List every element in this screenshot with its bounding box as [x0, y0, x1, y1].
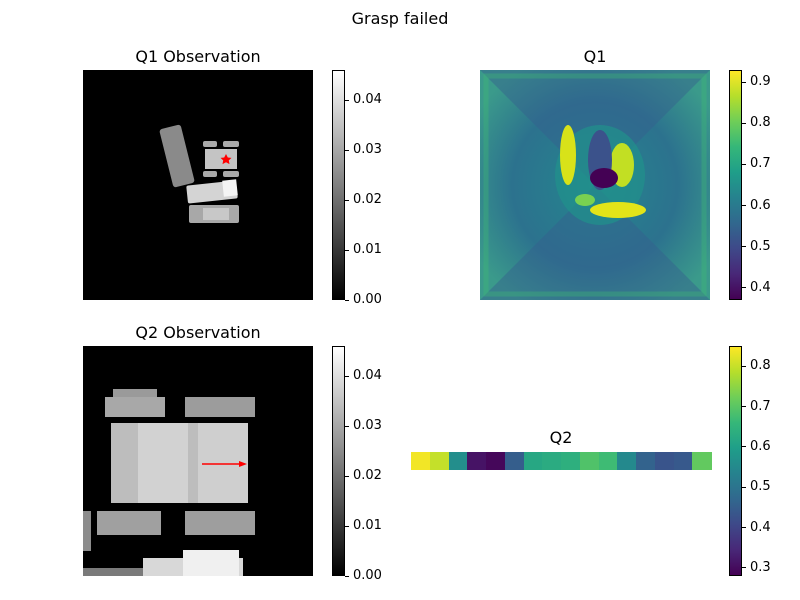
- grasp-arrow-head: [239, 461, 247, 467]
- q1-map-colorbar-tick-mark: [742, 81, 746, 83]
- q2-observation-colorbar-tick-label: 0.03: [353, 418, 382, 433]
- q1-observation-colorbar: [332, 70, 345, 300]
- q1-observation-colorbar-tick-mark: [345, 149, 349, 151]
- q1-map-colorbar-tick-label: 0.6: [750, 197, 771, 213]
- q1-lowspot: [590, 168, 618, 188]
- q2-cell: [467, 452, 487, 470]
- q1-map-colorbar-tick-label: 0.7: [750, 156, 771, 172]
- q1-observation-colorbar-tick-mark: [345, 99, 349, 101]
- q1-observation-title: Q1 Observation: [135, 47, 261, 66]
- cylinder-body: [205, 149, 237, 169]
- q1-observation-colorbar-tick-mark: [345, 249, 349, 251]
- q2-strip-colorbar-tick-mark: [742, 527, 746, 529]
- q2-cell: [411, 452, 431, 470]
- q2-cell: [523, 452, 543, 470]
- q2-strip-colorbar-tick-mark: [742, 567, 746, 569]
- q2-cell: [617, 452, 637, 470]
- q1-observation-colorbar-tick-label: 0.04: [353, 92, 382, 107]
- q1-observation-colorbar-tick-label: 0.02: [353, 192, 382, 207]
- q1-map-svg: [480, 70, 710, 300]
- q1-map-image: [480, 70, 710, 300]
- q2-strip-colorbar-tick-label: 0.5: [750, 479, 771, 495]
- q2-observation-colorbar-ticks: 0.00 0.01 0.02 0.03 0.04: [345, 346, 395, 582]
- cylinder-cap-left-bottom: [203, 171, 217, 177]
- q1-observation-image: [83, 70, 313, 300]
- cylinder-cap-right-bottom: [223, 171, 239, 177]
- q2-strip-colorbar-tick-mark: [742, 365, 746, 367]
- q2-strip-colorbar-tick-label: 0.4: [750, 519, 771, 535]
- figure-title: Grasp failed: [351, 9, 449, 28]
- q1-map-colorbar-tick-label: 0.9: [750, 74, 771, 90]
- q2-strip-title: Q2: [549, 428, 573, 447]
- q2-cell: [448, 452, 468, 470]
- q2-cell: [542, 452, 562, 470]
- q1-map-title: Q1: [583, 47, 607, 66]
- q1-map-colorbar-tick-label: 0.8: [750, 115, 771, 131]
- q2-strip-colorbar-tick-label: 0.7: [750, 398, 771, 414]
- q1-map-colorbar: [729, 70, 742, 300]
- q1-observation-colorbar-tick-label: 0.00: [353, 292, 382, 307]
- q1-map-colorbar-tick-mark: [742, 287, 746, 289]
- q2-cell: [692, 452, 712, 470]
- q2-cell: [673, 452, 693, 470]
- q2-observation-colorbar-tick-mark: [345, 525, 349, 527]
- cylinder-cap-right-top: [223, 141, 239, 147]
- q2-strip-colorbar-tick-label: 0.8: [750, 358, 771, 374]
- q1-observation-colorbar-tick-mark: [345, 199, 349, 201]
- q2-cell: [429, 452, 449, 470]
- q2-observation-colorbar-tick-mark: [345, 425, 349, 427]
- q2-cell: [579, 452, 599, 470]
- q1-map-colorbar-tick-label: 0.5: [750, 238, 771, 254]
- q1-map-colorbar-tick-mark: [742, 163, 746, 165]
- q2-strip: [411, 452, 712, 470]
- q2-cell: [561, 452, 581, 470]
- q1-map-colorbar-tick-mark: [742, 246, 746, 248]
- q2-observation-colorbar-tick-mark: [345, 375, 349, 377]
- q2-strip-colorbar-tick-label: 0.3: [750, 559, 771, 575]
- q1-observation-colorbar-tick-mark: [345, 299, 349, 301]
- q1-observation-colorbar-ticks: 0.00 0.01 0.02 0.03 0.04: [345, 70, 395, 306]
- q1-map-colorbar-tick-mark: [742, 205, 746, 207]
- q2-observation-title: Q2 Observation: [135, 323, 261, 342]
- q1-observation-colorbar-tick-label: 0.03: [353, 142, 382, 157]
- q1-observation-svg: [83, 70, 313, 300]
- grasp-star-marker: [220, 154, 232, 165]
- q2-cell: [636, 452, 656, 470]
- tall-block: [159, 124, 195, 188]
- q2-strip-colorbar-ticks: 0.3 0.4 0.5 0.6 0.7 0.8: [742, 346, 792, 576]
- q2-strip-colorbar-tick-mark: [742, 486, 746, 488]
- q2-observation-colorbar-tick-label: 0.04: [353, 368, 382, 383]
- flat-block-top: [203, 208, 229, 220]
- q2-cell: [504, 452, 524, 470]
- q2-observation-colorbar-tick-label: 0.02: [353, 468, 382, 483]
- q2-cell: [598, 452, 618, 470]
- bright-block-top: [222, 179, 238, 197]
- q2-cell: [486, 452, 506, 470]
- cylinder-cap-left-top: [203, 141, 217, 147]
- q2-strip-colorbar-tick-label: 0.6: [750, 438, 771, 454]
- q2-strip-colorbar-tick-mark: [742, 406, 746, 408]
- q2-observation-colorbar-tick-mark: [345, 475, 349, 477]
- q1-hotspot-bottom: [590, 202, 646, 218]
- q2-observation-colorbar-tick-mark: [345, 575, 349, 577]
- q1-map-colorbar-ticks: 0.4 0.5 0.6 0.7 0.8 0.9: [742, 70, 792, 300]
- q2-observation-image: [83, 346, 313, 576]
- q1-map-colorbar-tick-label: 0.4: [750, 279, 771, 295]
- q1-observation-colorbar-tick-label: 0.01: [353, 242, 382, 257]
- q2-observation-colorbar-tick-label: 0.01: [353, 518, 382, 533]
- q2-strip-colorbar: [729, 346, 742, 576]
- q2-observation-svg: [83, 346, 313, 576]
- q2-observation-colorbar: [332, 346, 345, 576]
- q2-strip-colorbar-tick-mark: [742, 446, 746, 448]
- q1-map-colorbar-tick-mark: [742, 122, 746, 124]
- q2-observation-colorbar-tick-label: 0.00: [353, 568, 382, 583]
- q1-hotspot-left: [560, 125, 576, 185]
- q2-cell: [654, 452, 674, 470]
